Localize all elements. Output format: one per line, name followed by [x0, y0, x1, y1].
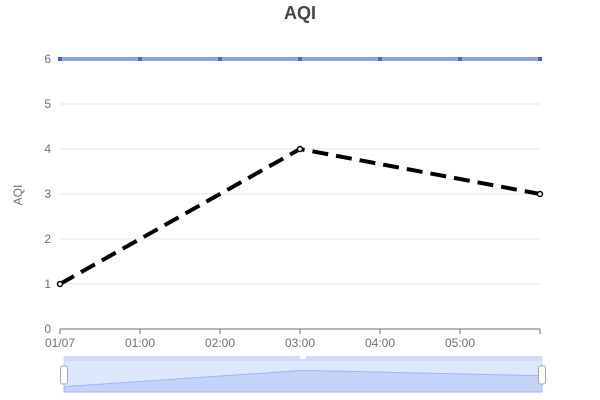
series-layer	[56, 145, 544, 288]
y-axis-ticks: 0 1 2 3 4 5 6	[44, 52, 51, 336]
mark-line	[58, 57, 542, 61]
mark-line-node	[218, 57, 222, 61]
y-tick-label: 1	[44, 277, 51, 291]
mark-line-node	[58, 57, 62, 61]
mark-line-node	[138, 57, 142, 61]
y-tick-label: 0	[44, 322, 51, 336]
data-point[interactable]	[56, 280, 64, 288]
zoom-preview-area	[63, 369, 543, 393]
series-line-0	[59, 147, 541, 286]
x-tick-label: 01/07	[45, 336, 75, 350]
y-tick-label: 4	[44, 142, 51, 156]
mark-line-node	[378, 57, 382, 61]
x-tick-label: 02:00	[205, 336, 235, 350]
x-tick-label: 04:00	[365, 336, 395, 350]
mark-line-node	[298, 57, 302, 61]
zoom-handle-right[interactable]	[538, 365, 546, 385]
y-tick-label: 6	[44, 52, 51, 66]
mark-line-node	[458, 57, 462, 61]
y-tick-label: 5	[44, 97, 51, 111]
data-zoom-slider[interactable]	[60, 356, 546, 393]
chart-title: AQI	[284, 3, 316, 23]
mark-line-node	[538, 57, 542, 61]
x-axis-ticks: 01/07 01:00 02:00 03:00 04:00 05:00	[45, 329, 541, 350]
y-tick-label: 3	[44, 187, 51, 201]
x-tick-label: 03:00	[285, 336, 315, 350]
data-point[interactable]	[536, 190, 544, 198]
zoom-selection[interactable]	[64, 357, 542, 392]
x-tick-label: 05:00	[445, 336, 475, 350]
zoom-move-handle[interactable]	[300, 356, 306, 359]
y-tick-label: 2	[44, 232, 51, 246]
zoom-handle-left[interactable]	[60, 365, 68, 385]
data-point[interactable]	[296, 145, 304, 153]
y-axis-label: AQI	[11, 185, 25, 206]
grid-lines	[60, 58, 540, 285]
x-tick-label: 01:00	[125, 336, 155, 350]
